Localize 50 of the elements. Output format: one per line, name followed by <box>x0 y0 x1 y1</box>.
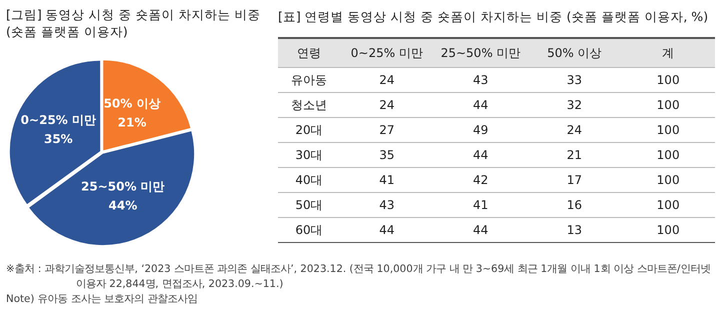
x-tick-label: 계 <box>621 38 715 68</box>
text: Note) 유아동 조사는 보호자의 관찰조사임 <box>6 292 198 307</box>
data-label: 41 <box>340 168 434 192</box>
data-label: 44 <box>434 92 528 118</box>
data-label: 21% <box>118 115 146 130</box>
x-tick-label: 50% 이상 <box>528 38 622 68</box>
data-label: 44 <box>434 142 528 168</box>
data-label: 35% <box>44 132 73 146</box>
chart-title: [그림] 동영상 시청 중 숏폼이 차지하는 비중 (숏폼 플랫폼 이용자) <box>6 6 261 40</box>
data-label: 42 <box>434 168 528 192</box>
y-tick-label: 60대 <box>278 218 340 242</box>
y-axis-title: 연령 <box>278 38 340 68</box>
data-label: 100 <box>621 92 715 118</box>
y-tick-label: 30대 <box>278 142 340 168</box>
data-label: 44% <box>108 198 138 212</box>
data-label: 27 <box>340 118 434 142</box>
chart-title: [표] 연령별 동영상 시청 중 숏폼이 차지하는 비중 (숏폼 플랫폼 이용자, %) <box>278 8 708 25</box>
text: ※출처 : 과학기술정보통신부, ‘2023 스마트폰 과의존 실태조사’, 2023.12. (전국 10,000개 가구 내 만 3~69세 최근 1개월 이내 1회 이상 스마트폰/인터넷 이용자 22,844명, 면접조사, 2023.09.~11.) <box>6 262 712 292</box>
y-tick-label: 40대 <box>278 168 340 192</box>
slice-label: 25~50% 미만 <box>81 179 165 194</box>
x-tick-label: 0~25% 미만 <box>340 38 434 68</box>
data-label: 21 <box>528 142 622 168</box>
data-label: 24 <box>340 68 434 92</box>
data-label: 43 <box>340 192 434 218</box>
data-label: 17 <box>528 168 622 192</box>
slice-label: 50% 이상 <box>104 96 160 110</box>
data-label: 24 <box>528 118 622 142</box>
data-label: 35 <box>340 142 434 168</box>
y-tick-label: 청소년 <box>278 92 340 118</box>
data-label: 41 <box>434 192 528 218</box>
y-tick-label: 50대 <box>278 192 340 218</box>
data-label: 43 <box>434 68 528 92</box>
data-label: 44 <box>434 218 528 242</box>
slice-label: 0~25% 미만 <box>20 112 96 127</box>
y-tick-label: 20대 <box>278 118 340 142</box>
data-label: 100 <box>621 142 715 168</box>
data-label: 33 <box>528 68 622 92</box>
data-label: 100 <box>621 218 715 242</box>
data-label: 100 <box>621 68 715 92</box>
x-tick-label: 25~50% 미만 <box>434 38 528 68</box>
data-label: 16 <box>528 192 622 218</box>
data-label: 44 <box>340 218 434 242</box>
data-label: 100 <box>621 192 715 218</box>
y-tick-label: 유아동 <box>278 68 340 92</box>
data-label: 32 <box>528 92 622 118</box>
data-label: 13 <box>528 218 622 242</box>
data-label: 49 <box>434 118 528 142</box>
data-label: 24 <box>340 92 434 118</box>
data-label: 100 <box>621 118 715 142</box>
data-label: 100 <box>621 168 715 192</box>
